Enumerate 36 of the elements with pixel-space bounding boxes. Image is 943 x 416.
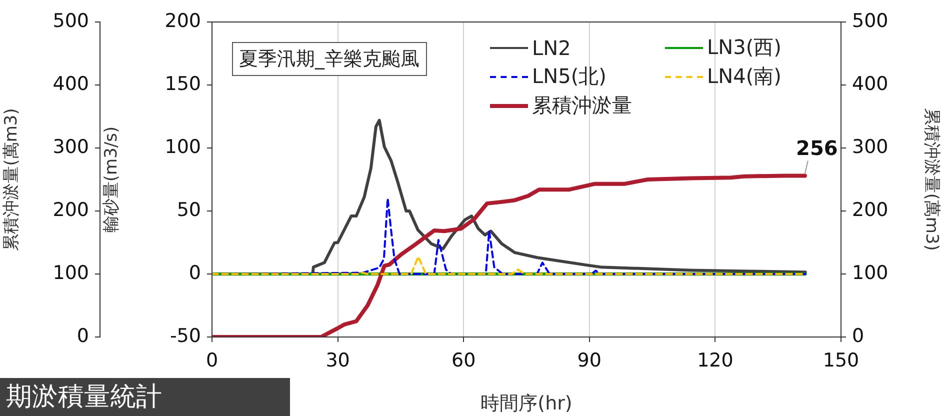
y-axis-title: 輸砂量(m3/s)	[102, 126, 122, 233]
y2-tick-label: 400	[852, 72, 888, 95]
x-tick-label: 60	[452, 349, 476, 372]
y3-tick-label: 100	[52, 262, 89, 284]
y-tick-label: 0	[188, 262, 201, 284]
x-tick-label: 30	[326, 349, 350, 372]
y-tick-label: 100	[164, 136, 201, 158]
y2-tick-label: 500	[852, 10, 888, 32]
y2-tick-label: 100	[852, 262, 888, 284]
text: 期淤積量統計	[0, 378, 290, 416]
y3-tick-label: 500	[52, 10, 89, 32]
y3-axis-title: 累積沖淤量(萬m3)	[2, 108, 22, 251]
data-label: 256	[796, 136, 838, 160]
legend-label: LN2	[532, 36, 571, 60]
legend-label: LN4(南)	[707, 63, 782, 90]
y-tick-label: 50	[176, 198, 201, 221]
y2-axis-title: 累積沖淤量(萬m3)	[921, 108, 942, 251]
legend-label: LN3(西)	[707, 34, 782, 61]
y2-tick-label: 0	[852, 324, 864, 347]
legend-label: LN5(北)	[532, 63, 606, 90]
y3-tick-label: 200	[52, 198, 89, 221]
x-tick-label: 150	[822, 349, 860, 372]
text: 夏季汛期_辛樂克颱風	[232, 42, 426, 76]
y3-tick-label: 300	[52, 136, 89, 158]
y3-tick-label: 0	[76, 324, 89, 347]
y2-tick-label: 200	[852, 198, 888, 221]
y-tick-label: -50	[170, 324, 201, 347]
y-tick-label: 150	[164, 72, 201, 95]
legend-label: 累積沖淤量	[532, 92, 632, 119]
y2-tick-label: 300	[852, 136, 888, 158]
x-tick-label: 0	[206, 349, 218, 372]
y-tick-label: 200	[164, 10, 201, 32]
x-axis-title: 時間序(hr)	[480, 392, 572, 415]
x-tick-label: 120	[697, 349, 734, 372]
y3-tick-label: 400	[52, 72, 89, 95]
x-tick-label: 90	[577, 349, 602, 372]
